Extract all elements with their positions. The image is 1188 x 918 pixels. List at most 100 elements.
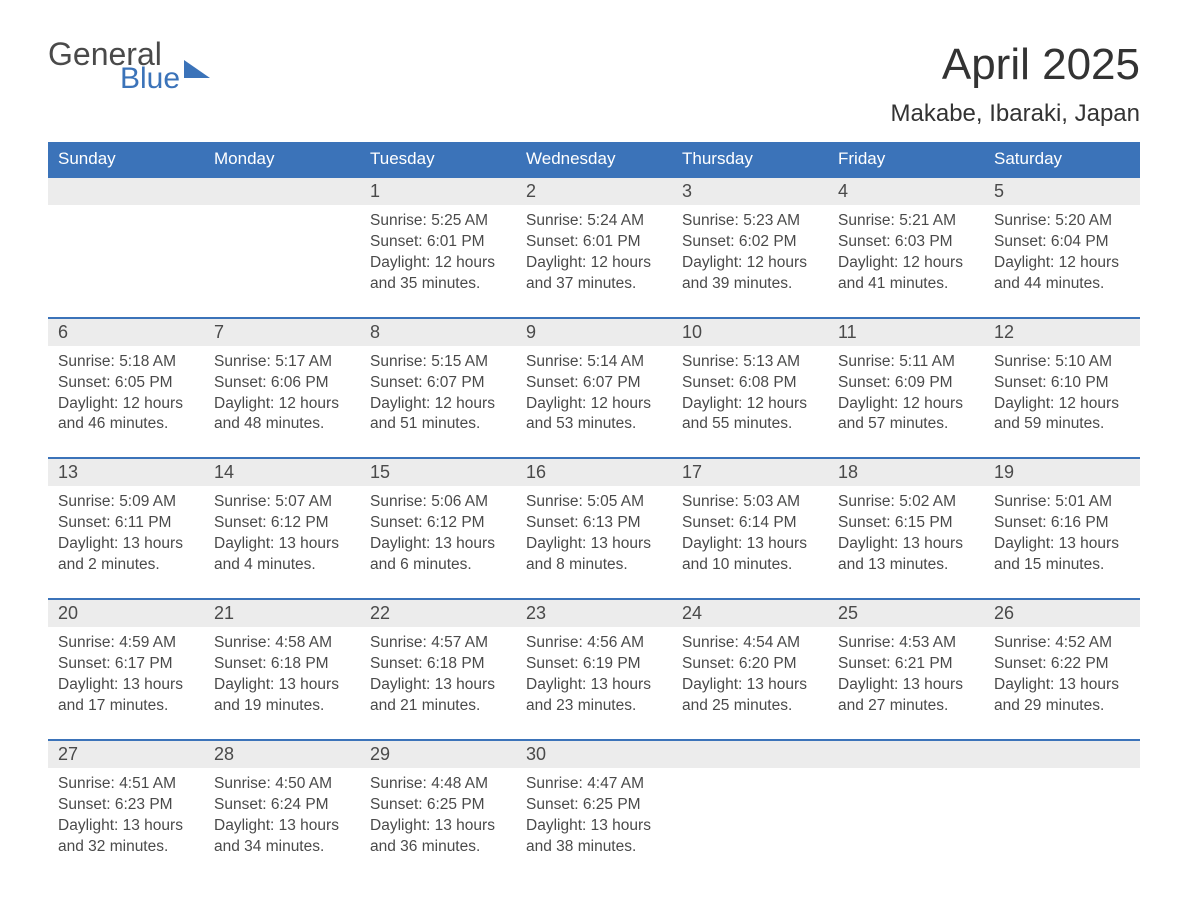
sunset-line: Sunset: 6:21 PM (838, 654, 974, 675)
daylight-line: Daylight: 12 hours and 48 minutes. (214, 394, 350, 436)
sunset-line: Sunset: 6:14 PM (682, 513, 818, 534)
sunset-line: Sunset: 6:18 PM (370, 654, 506, 675)
week-row: 12345Sunrise: 5:25 AMSunset: 6:01 PMDayl… (48, 176, 1140, 317)
day-cell: Sunrise: 4:53 AMSunset: 6:21 PMDaylight:… (828, 627, 984, 739)
day-number-row: 27282930 (48, 741, 1140, 768)
daylight-line: Daylight: 13 hours and 8 minutes. (526, 534, 662, 576)
daylight-line: Daylight: 13 hours and 32 minutes. (58, 816, 194, 858)
sunrise-line: Sunrise: 5:06 AM (370, 492, 506, 513)
sunrise-value: 5:15 AM (431, 353, 488, 370)
sunset-label: Sunset: (526, 374, 579, 391)
sunset-line: Sunset: 6:23 PM (58, 795, 194, 816)
day-cell: Sunrise: 5:09 AMSunset: 6:11 PMDaylight:… (48, 486, 204, 598)
sunset-value: 6:14 PM (739, 514, 797, 531)
sunset-label: Sunset: (838, 514, 891, 531)
sunset-line: Sunset: 6:25 PM (526, 795, 662, 816)
day-headers: SundayMondayTuesdayWednesdayThursdayFrid… (48, 142, 1140, 176)
sunset-value: 6:13 PM (583, 514, 641, 531)
sunset-line: Sunset: 6:24 PM (214, 795, 350, 816)
day-number: 16 (516, 459, 672, 486)
sunset-line: Sunset: 6:04 PM (994, 232, 1130, 253)
sunrise-value: 5:05 AM (587, 493, 644, 510)
day-number: 2 (516, 178, 672, 205)
header-row: General Blue April 2025 Makabe, Ibaraki,… (48, 40, 1140, 128)
sunset-value: 6:19 PM (583, 655, 641, 672)
sunset-value: 6:25 PM (583, 796, 641, 813)
daylight-label: Daylight: (370, 817, 430, 834)
sunrise-label: Sunrise: (838, 212, 895, 229)
sunrise-line: Sunrise: 4:57 AM (370, 633, 506, 654)
day-number: 20 (48, 600, 204, 627)
daylight-line: Daylight: 13 hours and 17 minutes. (58, 675, 194, 717)
sunrise-line: Sunrise: 5:11 AM (838, 352, 974, 373)
daylight-line: Daylight: 13 hours and 10 minutes. (682, 534, 818, 576)
sunrise-value: 4:54 AM (743, 634, 800, 651)
day-number: 18 (828, 459, 984, 486)
sunset-label: Sunset: (370, 655, 423, 672)
day-number: 17 (672, 459, 828, 486)
day-number: 26 (984, 600, 1140, 627)
day-cell: Sunrise: 4:48 AMSunset: 6:25 PMDaylight:… (360, 768, 516, 880)
day-cell: Sunrise: 4:59 AMSunset: 6:17 PMDaylight:… (48, 627, 204, 739)
sunset-line: Sunset: 6:20 PM (682, 654, 818, 675)
sunrise-label: Sunrise: (58, 493, 115, 510)
sunset-line: Sunset: 6:08 PM (682, 373, 818, 394)
day-cell (672, 768, 828, 880)
daylight-label: Daylight: (994, 676, 1054, 693)
sunset-label: Sunset: (994, 374, 1047, 391)
sunrise-label: Sunrise: (682, 212, 739, 229)
week-row: 27282930Sunrise: 4:51 AMSunset: 6:23 PMD… (48, 739, 1140, 880)
day-cell: Sunrise: 5:13 AMSunset: 6:08 PMDaylight:… (672, 346, 828, 458)
sunset-label: Sunset: (58, 514, 111, 531)
sunrise-line: Sunrise: 4:52 AM (994, 633, 1130, 654)
day-number: 21 (204, 600, 360, 627)
sunset-value: 6:05 PM (115, 374, 173, 391)
sunrise-label: Sunrise: (370, 775, 427, 792)
day-number (984, 741, 1140, 768)
sunset-value: 6:21 PM (895, 655, 953, 672)
sunset-label: Sunset: (682, 233, 735, 250)
sunrise-value: 4:48 AM (431, 775, 488, 792)
day-cell: Sunrise: 4:51 AMSunset: 6:23 PMDaylight:… (48, 768, 204, 880)
sunset-line: Sunset: 6:01 PM (526, 232, 662, 253)
sunrise-label: Sunrise: (994, 493, 1051, 510)
sunrise-line: Sunrise: 4:48 AM (370, 774, 506, 795)
sunrise-line: Sunrise: 5:01 AM (994, 492, 1130, 513)
sunrise-label: Sunrise: (214, 493, 271, 510)
sunrise-line: Sunrise: 4:53 AM (838, 633, 974, 654)
sunrise-label: Sunrise: (682, 353, 739, 370)
sunrise-value: 5:21 AM (899, 212, 956, 229)
sunrise-line: Sunrise: 5:10 AM (994, 352, 1130, 373)
daylight-line: Daylight: 12 hours and 57 minutes. (838, 394, 974, 436)
logo-blue: Blue (120, 65, 180, 92)
day-cell: Sunrise: 5:24 AMSunset: 6:01 PMDaylight:… (516, 205, 672, 317)
sunset-line: Sunset: 6:10 PM (994, 373, 1130, 394)
day-cell: Sunrise: 5:18 AMSunset: 6:05 PMDaylight:… (48, 346, 204, 458)
sunrise-label: Sunrise: (682, 634, 739, 651)
sunrise-line: Sunrise: 5:17 AM (214, 352, 350, 373)
day-header: Sunday (48, 142, 204, 176)
day-cell: Sunrise: 4:52 AMSunset: 6:22 PMDaylight:… (984, 627, 1140, 739)
day-number-row: 13141516171819 (48, 459, 1140, 486)
sunset-label: Sunset: (526, 796, 579, 813)
sunrise-line: Sunrise: 5:25 AM (370, 211, 506, 232)
sunset-value: 6:23 PM (115, 796, 173, 813)
sunrise-label: Sunrise: (370, 353, 427, 370)
day-cell: Sunrise: 5:23 AMSunset: 6:02 PMDaylight:… (672, 205, 828, 317)
sunset-label: Sunset: (994, 233, 1047, 250)
daylight-label: Daylight: (994, 254, 1054, 271)
daylight-label: Daylight: (370, 676, 430, 693)
sunset-label: Sunset: (370, 233, 423, 250)
daylight-line: Daylight: 13 hours and 21 minutes. (370, 675, 506, 717)
daylight-label: Daylight: (838, 395, 898, 412)
day-header: Thursday (672, 142, 828, 176)
day-number: 29 (360, 741, 516, 768)
sunrise-line: Sunrise: 4:50 AM (214, 774, 350, 795)
sunrise-line: Sunrise: 5:07 AM (214, 492, 350, 513)
page-title: April 2025 (891, 40, 1140, 90)
day-cell: Sunrise: 5:17 AMSunset: 6:06 PMDaylight:… (204, 346, 360, 458)
logo: General Blue (48, 40, 210, 92)
day-number: 4 (828, 178, 984, 205)
day-cell: Sunrise: 4:58 AMSunset: 6:18 PMDaylight:… (204, 627, 360, 739)
sunset-value: 6:18 PM (271, 655, 329, 672)
